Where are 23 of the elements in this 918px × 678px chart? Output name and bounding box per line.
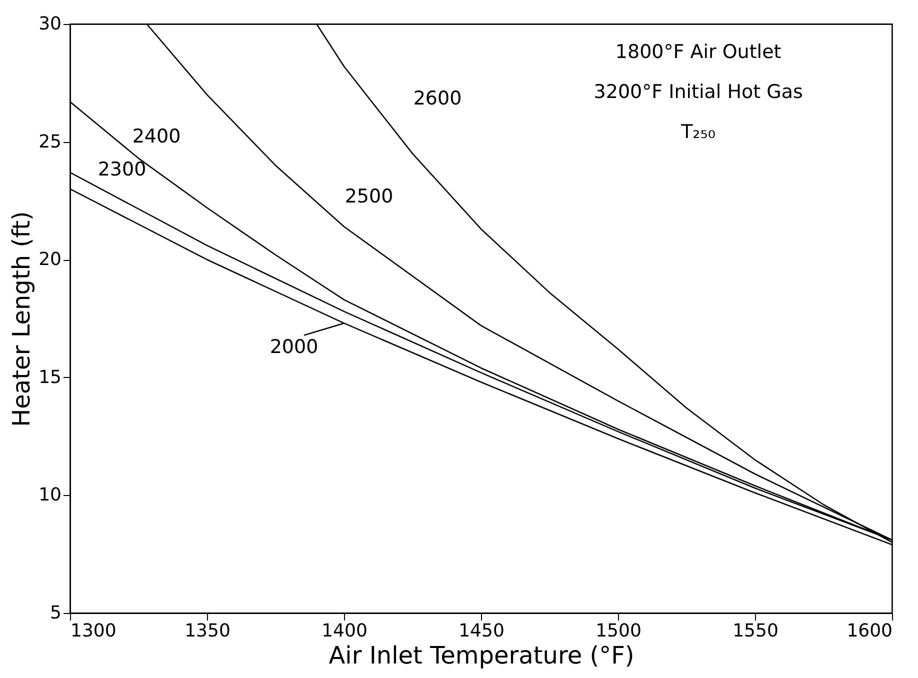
x-tick-label: 1400 bbox=[322, 620, 368, 642]
legend-label: 2000 bbox=[270, 336, 318, 358]
x-tick-label: 1450 bbox=[458, 620, 504, 642]
annotation: T₂₅₀ bbox=[680, 121, 716, 143]
annotation: 1800°F Air Outlet bbox=[615, 41, 782, 63]
x-tick-label: 1550 bbox=[732, 620, 778, 642]
y-tick-label: 30 bbox=[38, 14, 62, 34]
y-tick-label: 5 bbox=[50, 602, 62, 624]
x-tick-label: 1300 bbox=[70, 620, 116, 642]
y-tick-label: 25 bbox=[38, 131, 62, 152]
x-tick-label: 1500 bbox=[596, 620, 642, 642]
y-tick-label: 20 bbox=[38, 249, 62, 270]
y-axis-title: Heater Length (ft) bbox=[8, 211, 36, 427]
series-label: 2300 bbox=[98, 158, 146, 180]
y-tick-label: 15 bbox=[38, 366, 62, 388]
series-label: 2400 bbox=[132, 125, 181, 148]
series-label: 2600 bbox=[413, 88, 462, 110]
annotation: 3200°F Initial Hot Gas bbox=[594, 81, 803, 103]
y-tick-label: 10 bbox=[38, 484, 62, 506]
x-tick-label: 1350 bbox=[184, 620, 230, 642]
x-tick-label: 1600 bbox=[846, 620, 892, 642]
series-label: 2500 bbox=[344, 186, 394, 208]
x-axis-title: Air Inlet Temperature (°F) bbox=[328, 642, 634, 670]
